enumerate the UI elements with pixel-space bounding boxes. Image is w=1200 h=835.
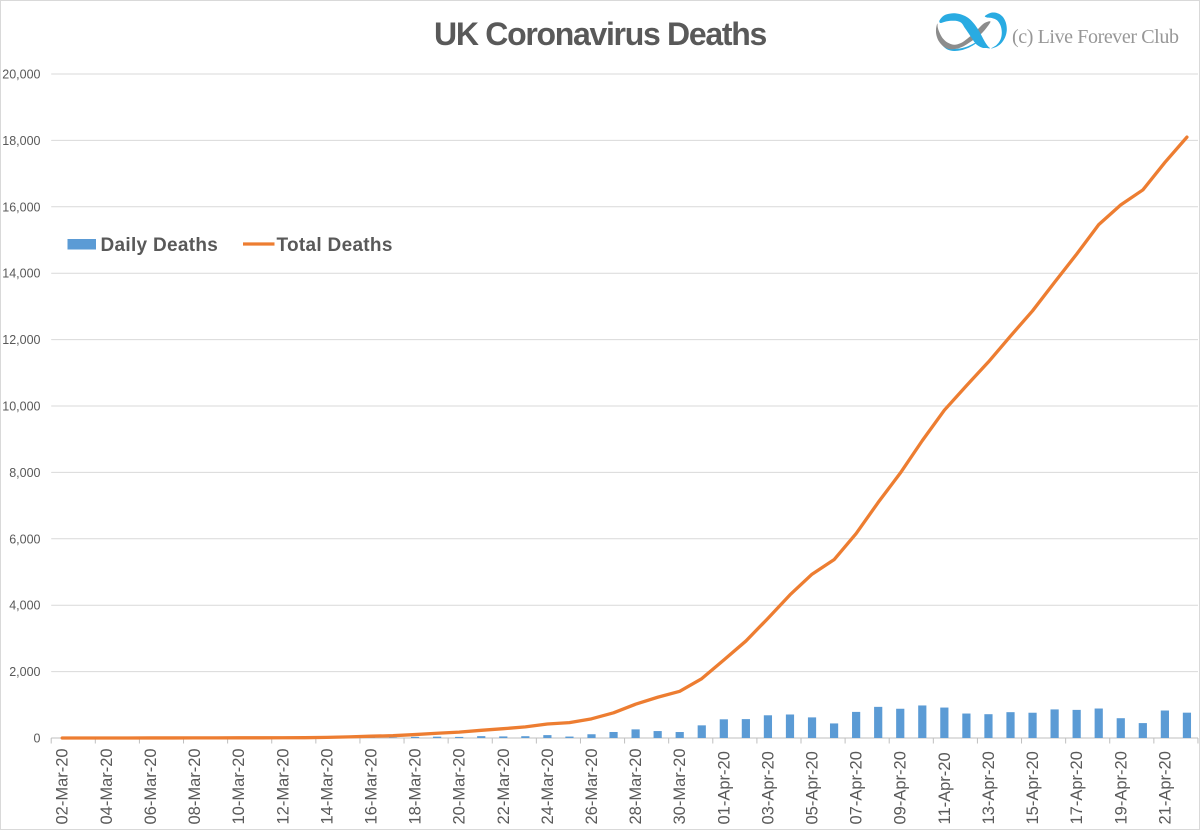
svg-text:2,000: 2,000 bbox=[9, 665, 40, 679]
svg-text:10,000: 10,000 bbox=[2, 400, 40, 414]
svg-text:20,000: 20,000 bbox=[2, 68, 40, 82]
svg-text:8,000: 8,000 bbox=[9, 466, 40, 480]
svg-text:10-Mar-20: 10-Mar-20 bbox=[230, 748, 248, 824]
svg-text:24-Mar-20: 24-Mar-20 bbox=[539, 748, 557, 824]
svg-text:18,000: 18,000 bbox=[2, 134, 40, 148]
svg-text:UK Coronavirus Deaths: UK Coronavirus Deaths bbox=[434, 16, 766, 52]
svg-text:22-Mar-20: 22-Mar-20 bbox=[495, 748, 513, 824]
svg-text:09-Apr-20: 09-Apr-20 bbox=[892, 751, 910, 824]
svg-text:05-Apr-20: 05-Apr-20 bbox=[804, 751, 822, 824]
svg-text:17-Apr-20: 17-Apr-20 bbox=[1068, 751, 1086, 824]
svg-text:Total Deaths: Total Deaths bbox=[277, 235, 393, 256]
svg-text:28-Mar-20: 28-Mar-20 bbox=[627, 748, 645, 824]
svg-text:(c) Live Forever Club: (c) Live Forever Club bbox=[1012, 26, 1179, 48]
svg-text:14,000: 14,000 bbox=[2, 267, 40, 281]
svg-text:Daily Deaths: Daily Deaths bbox=[101, 235, 219, 256]
svg-text:14-Mar-20: 14-Mar-20 bbox=[318, 748, 336, 824]
svg-text:08-Mar-20: 08-Mar-20 bbox=[186, 748, 204, 824]
svg-text:26-Mar-20: 26-Mar-20 bbox=[583, 748, 601, 824]
svg-text:16-Mar-20: 16-Mar-20 bbox=[362, 748, 380, 824]
svg-text:30-Mar-20: 30-Mar-20 bbox=[671, 748, 689, 824]
svg-text:15-Apr-20: 15-Apr-20 bbox=[1024, 751, 1042, 824]
svg-text:18-Mar-20: 18-Mar-20 bbox=[407, 748, 425, 824]
svg-text:02-Mar-20: 02-Mar-20 bbox=[54, 748, 72, 824]
svg-text:4,000: 4,000 bbox=[9, 599, 40, 613]
svg-text:07-Apr-20: 07-Apr-20 bbox=[848, 751, 866, 824]
svg-text:12-Mar-20: 12-Mar-20 bbox=[274, 748, 292, 824]
svg-text:16,000: 16,000 bbox=[2, 200, 40, 214]
svg-text:20-Mar-20: 20-Mar-20 bbox=[451, 748, 469, 824]
svg-text:21-Apr-20: 21-Apr-20 bbox=[1156, 751, 1174, 824]
svg-text:13-Apr-20: 13-Apr-20 bbox=[980, 751, 998, 824]
svg-text:19-Apr-20: 19-Apr-20 bbox=[1112, 751, 1130, 824]
svg-text:04-Mar-20: 04-Mar-20 bbox=[98, 748, 116, 824]
svg-text:03-Apr-20: 03-Apr-20 bbox=[759, 751, 777, 824]
svg-text:06-Mar-20: 06-Mar-20 bbox=[142, 748, 160, 824]
svg-text:6,000: 6,000 bbox=[9, 532, 40, 546]
svg-text:12,000: 12,000 bbox=[2, 333, 40, 347]
svg-text:11-Apr-20: 11-Apr-20 bbox=[936, 752, 954, 824]
svg-text:0: 0 bbox=[34, 732, 41, 746]
svg-text:01-Apr-20: 01-Apr-20 bbox=[715, 751, 733, 824]
